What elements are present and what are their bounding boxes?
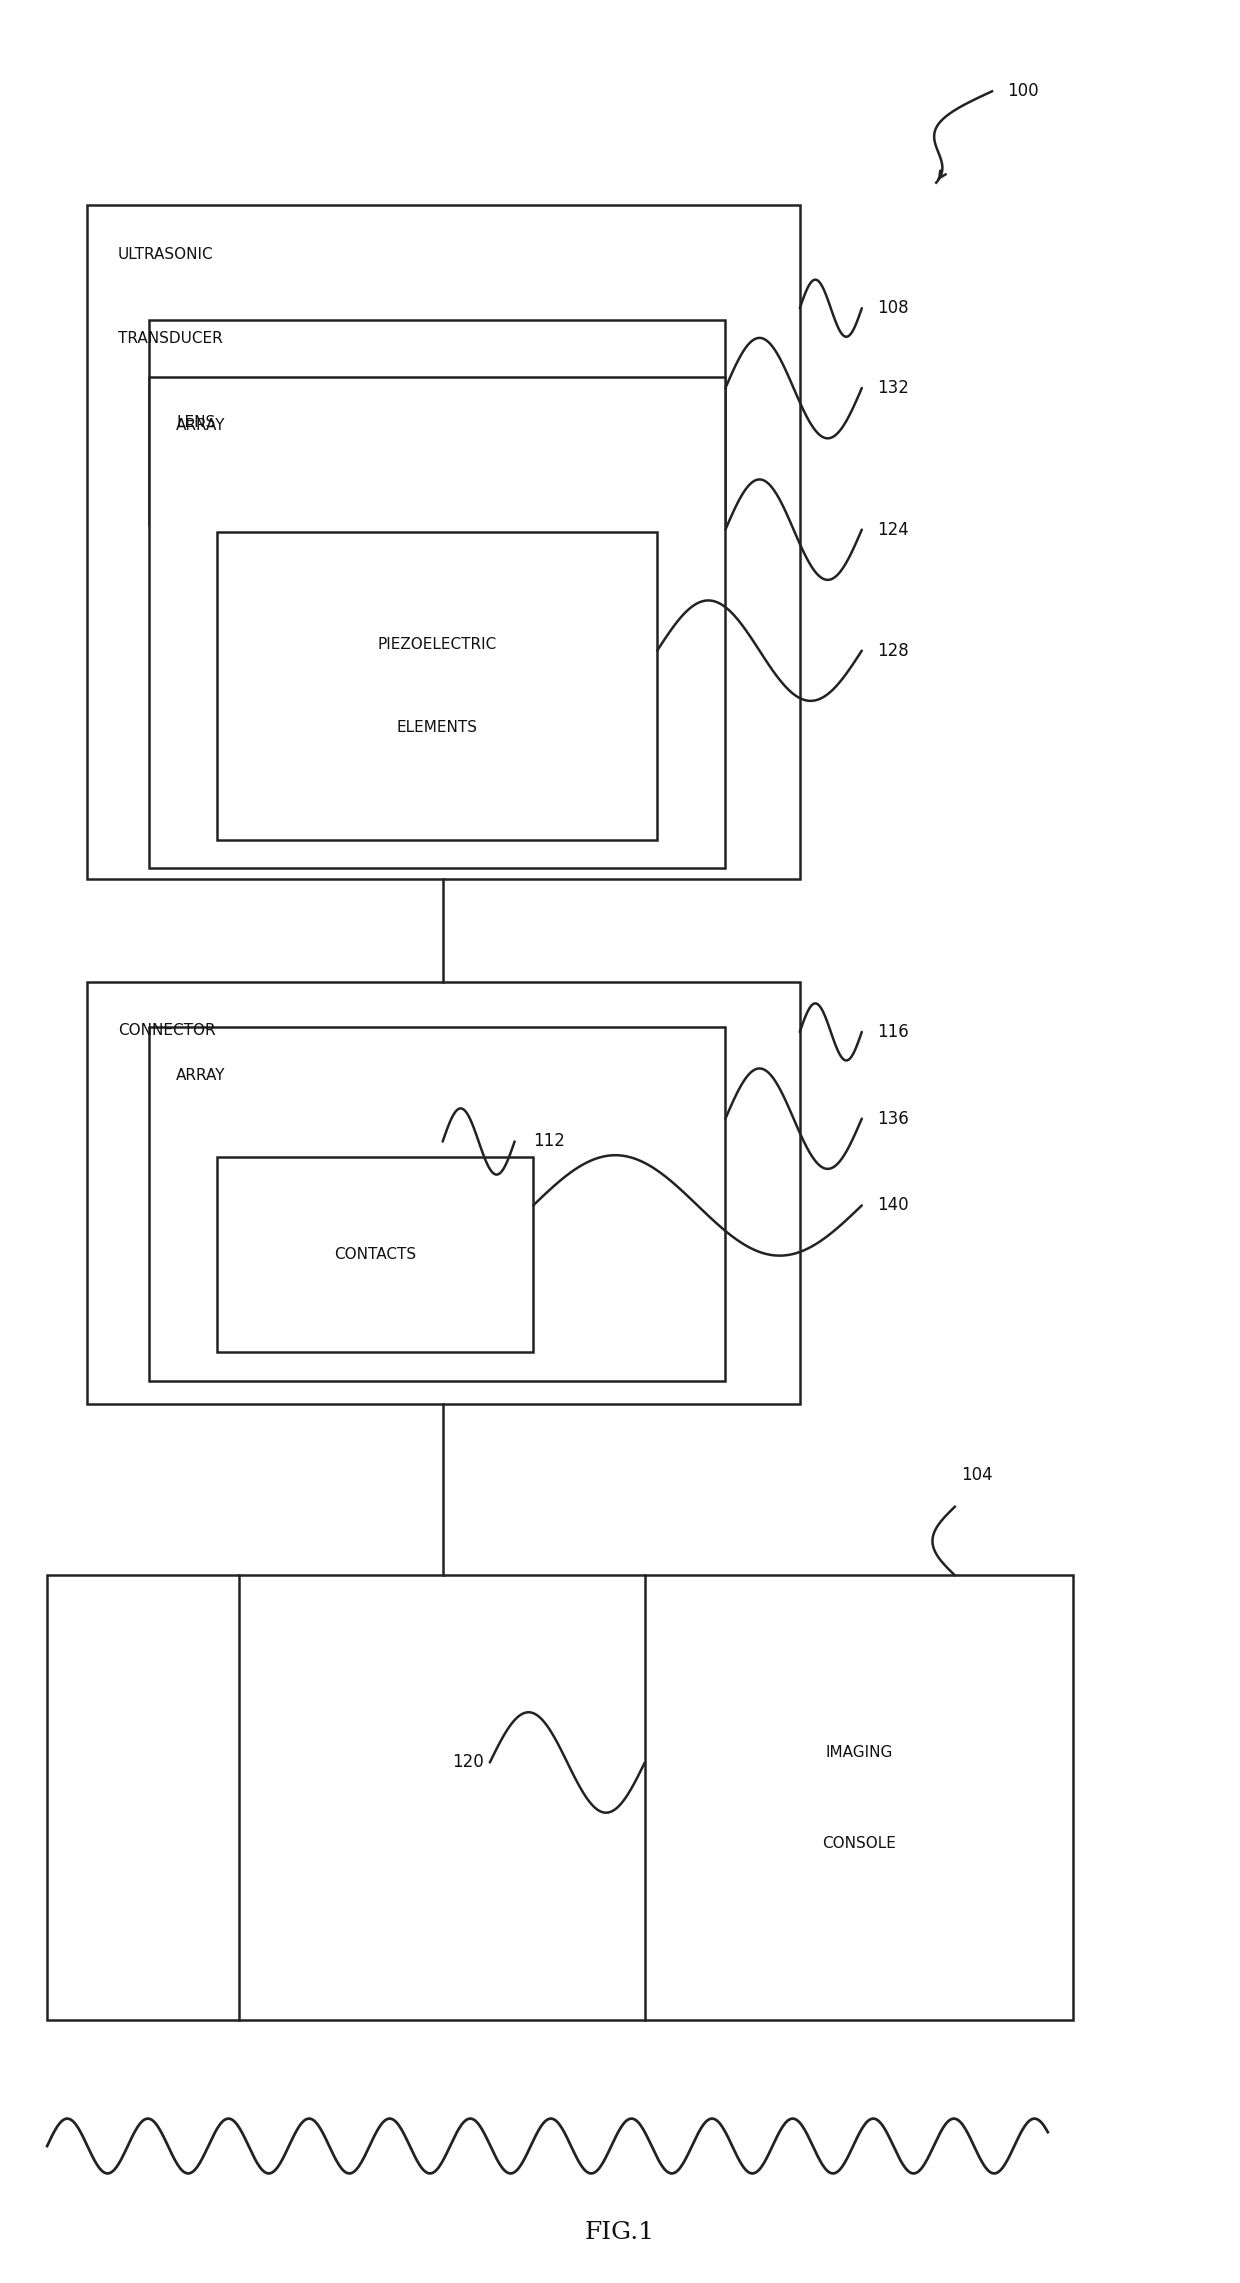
Text: 112: 112: [533, 1132, 565, 1151]
Bar: [149, 320, 725, 525]
Text: ARRAY: ARRAY: [176, 1068, 226, 1084]
Text: TRANSDUCER: TRANSDUCER: [118, 331, 222, 347]
Text: 108: 108: [877, 299, 909, 317]
Text: 128: 128: [877, 642, 909, 660]
Bar: [217, 532, 657, 840]
Text: 116: 116: [877, 1023, 909, 1041]
Text: ARRAY: ARRAY: [176, 418, 226, 434]
Text: PIEZOELECTRIC: PIEZOELECTRIC: [377, 637, 497, 653]
Bar: [87, 982, 800, 1404]
Bar: [47, 1575, 239, 2020]
Text: FIG.1: FIG.1: [585, 2221, 655, 2244]
Text: CONNECTOR: CONNECTOR: [118, 1023, 216, 1039]
Text: IMAGING: IMAGING: [825, 1744, 893, 1760]
Text: CONTACTS: CONTACTS: [334, 1247, 417, 1262]
Text: ULTRASONIC: ULTRASONIC: [118, 247, 213, 263]
Bar: [217, 1157, 533, 1352]
Text: CONSOLE: CONSOLE: [822, 1836, 895, 1852]
Bar: [149, 1027, 725, 1381]
Text: ELEMENTS: ELEMENTS: [397, 719, 477, 735]
Text: 100: 100: [1007, 82, 1039, 100]
Text: 104: 104: [961, 1466, 993, 1484]
Text: 124: 124: [877, 521, 909, 539]
Bar: [149, 377, 725, 868]
Text: 132: 132: [877, 379, 909, 397]
Bar: [87, 205, 800, 879]
Text: LENS: LENS: [176, 416, 216, 429]
Text: 136: 136: [877, 1110, 909, 1128]
Bar: [645, 1575, 1073, 2020]
Text: 140: 140: [877, 1196, 909, 1215]
Text: 120: 120: [451, 1753, 484, 1772]
